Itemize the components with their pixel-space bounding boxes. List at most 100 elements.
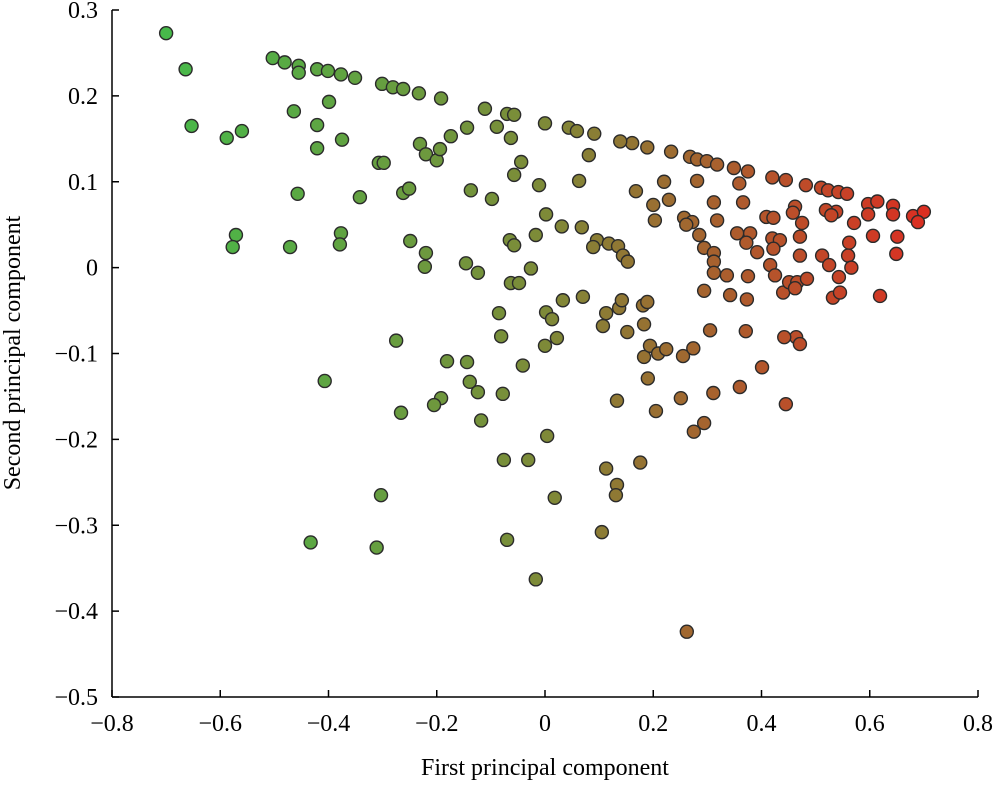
point bbox=[738, 323, 754, 339]
point bbox=[418, 245, 434, 261]
point bbox=[870, 194, 885, 209]
point bbox=[309, 141, 325, 156]
point bbox=[484, 191, 500, 207]
point bbox=[740, 164, 756, 179]
x-tick-label: 0.6 bbox=[855, 711, 885, 737]
point bbox=[814, 248, 830, 263]
point bbox=[735, 195, 751, 210]
point bbox=[506, 238, 522, 253]
y-axis-label: Second principal component bbox=[0, 215, 26, 490]
point bbox=[234, 123, 250, 139]
point bbox=[792, 248, 808, 263]
x-tick-label: −0.8 bbox=[90, 711, 134, 737]
y-tick-label: 0.1 bbox=[68, 170, 98, 196]
point bbox=[647, 213, 663, 228]
point bbox=[462, 374, 477, 390]
point bbox=[839, 186, 855, 201]
point bbox=[352, 190, 368, 205]
point bbox=[640, 140, 655, 155]
point bbox=[388, 333, 404, 348]
y-tick-label: 0.2 bbox=[68, 84, 98, 110]
point bbox=[824, 208, 839, 223]
point bbox=[799, 271, 815, 286]
point bbox=[792, 229, 808, 244]
point bbox=[614, 293, 630, 308]
point bbox=[554, 219, 569, 234]
point bbox=[609, 393, 625, 408]
point bbox=[794, 215, 810, 231]
point bbox=[821, 257, 837, 273]
point bbox=[373, 487, 389, 503]
point bbox=[706, 195, 722, 210]
point bbox=[766, 210, 781, 226]
point bbox=[537, 338, 553, 353]
point bbox=[620, 254, 636, 269]
point bbox=[581, 147, 597, 163]
point bbox=[885, 207, 901, 222]
point bbox=[531, 177, 547, 193]
point bbox=[620, 324, 635, 340]
point bbox=[228, 227, 244, 243]
point bbox=[433, 91, 449, 106]
point bbox=[463, 183, 479, 198]
point bbox=[663, 144, 679, 159]
point bbox=[732, 176, 747, 191]
x-tick-label: −0.2 bbox=[415, 711, 459, 737]
point bbox=[459, 354, 475, 370]
point bbox=[571, 173, 587, 189]
point bbox=[675, 348, 691, 364]
point bbox=[496, 452, 512, 468]
point bbox=[458, 256, 474, 271]
point bbox=[846, 215, 862, 231]
point bbox=[286, 104, 302, 119]
point bbox=[418, 147, 434, 162]
point bbox=[696, 415, 712, 431]
point bbox=[767, 268, 783, 283]
x-tick-label: −0.6 bbox=[198, 711, 242, 737]
point bbox=[219, 130, 234, 146]
point bbox=[778, 396, 794, 412]
point bbox=[555, 293, 571, 308]
point bbox=[491, 305, 507, 321]
point bbox=[740, 269, 756, 284]
point bbox=[865, 228, 881, 244]
point bbox=[766, 241, 781, 256]
point bbox=[184, 118, 199, 134]
point bbox=[320, 63, 336, 79]
point bbox=[739, 235, 754, 250]
point bbox=[495, 386, 510, 402]
point bbox=[489, 119, 505, 134]
point bbox=[624, 135, 640, 151]
point bbox=[537, 116, 553, 131]
point bbox=[470, 265, 486, 280]
point bbox=[656, 174, 672, 189]
point bbox=[608, 487, 624, 503]
x-tick-label: −0.4 bbox=[307, 711, 351, 737]
point bbox=[511, 275, 527, 291]
point bbox=[765, 170, 780, 185]
point bbox=[459, 120, 475, 135]
point bbox=[844, 260, 859, 275]
y-tick-label: −0.1 bbox=[54, 342, 98, 368]
point bbox=[493, 329, 509, 344]
point bbox=[347, 70, 363, 86]
point bbox=[544, 311, 560, 327]
point bbox=[706, 385, 721, 401]
point bbox=[587, 126, 602, 141]
point bbox=[692, 227, 707, 243]
point bbox=[528, 572, 543, 587]
point bbox=[334, 132, 350, 147]
x-tick-label: 0.4 bbox=[747, 711, 777, 737]
point bbox=[411, 86, 427, 101]
x-tick-label: 0.8 bbox=[963, 711, 993, 737]
point bbox=[648, 403, 664, 419]
point bbox=[613, 134, 628, 149]
point bbox=[369, 540, 384, 555]
point bbox=[321, 94, 337, 110]
y-tick-label: 0.3 bbox=[68, 0, 98, 24]
point bbox=[696, 283, 712, 299]
point bbox=[417, 259, 433, 274]
point bbox=[547, 490, 562, 505]
point bbox=[515, 358, 531, 373]
